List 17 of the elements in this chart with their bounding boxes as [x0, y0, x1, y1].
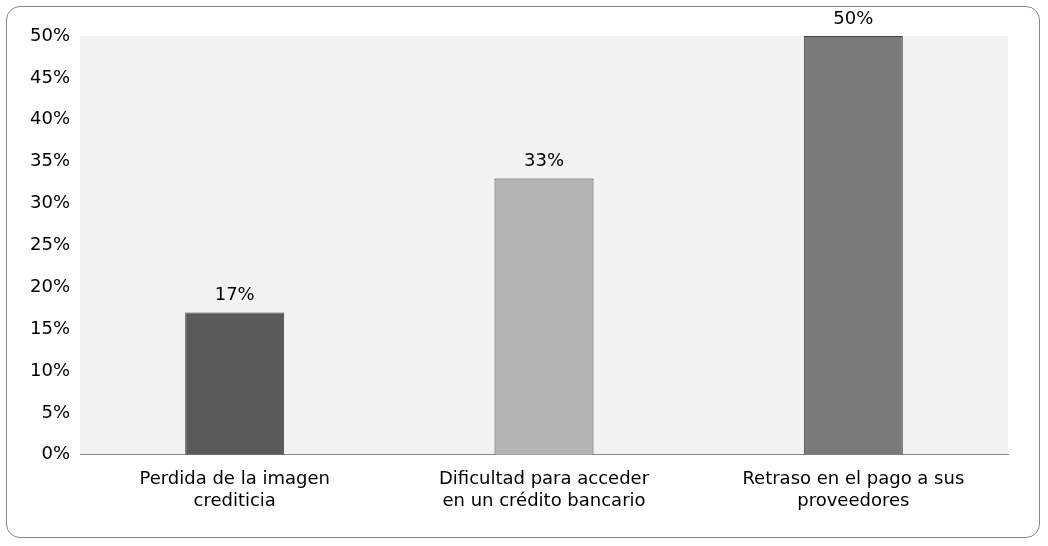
y-tick-label: 10% [29, 358, 71, 380]
y-tick-label: 35% [29, 149, 71, 171]
y-tick-label: 40% [29, 107, 71, 129]
y-tick-label: 5% [41, 400, 71, 422]
x-tick-label: Perdida de la imagen crediticia [139, 467, 330, 510]
x-tick-label: Retraso en el pago a sus proveedores [742, 467, 965, 510]
y-tick-label: 0% [41, 442, 71, 464]
data-label: 33% [524, 149, 565, 171]
y-tick-label: 15% [29, 316, 71, 338]
y-tick-label: 25% [29, 233, 71, 255]
data-label: 17% [214, 283, 255, 305]
y-tick-label: 20% [29, 274, 71, 296]
y-tick-label: 30% [29, 191, 71, 213]
data-label: 50% [833, 6, 874, 28]
y-tick-label: 45% [29, 65, 71, 87]
y-tick-label: 50% [29, 23, 71, 45]
x-tick-label: Dificultad para acceder en un crédito bancario [438, 467, 650, 510]
